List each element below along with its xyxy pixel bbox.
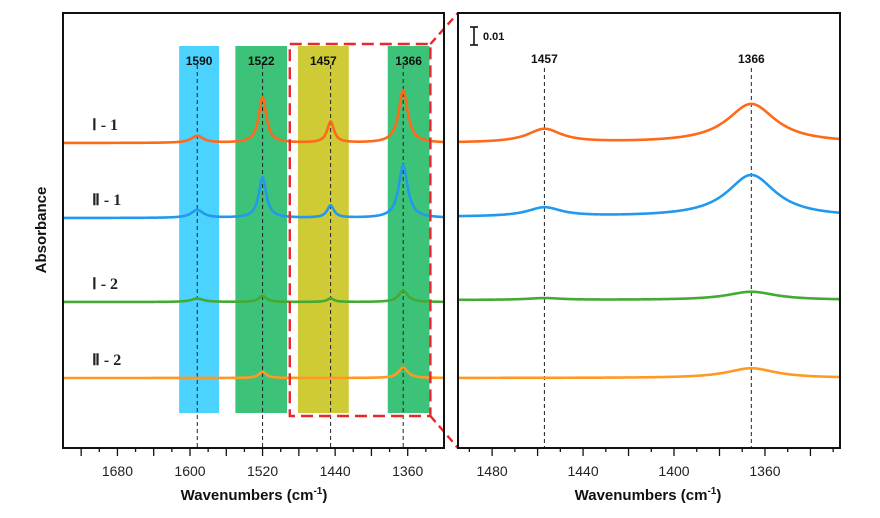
left-peak-label-1457: 1457 [310,54,337,68]
left-peak-label-1366: 1366 [395,54,422,68]
right-series-line [457,366,841,380]
right-series-line [457,290,841,302]
right-x-ticks: 1480 1440 1400 1360 [468,448,834,479]
left-peak-label-1522: 1522 [248,54,275,68]
right-plot-frame [457,12,841,449]
left-tick-label: 1360 [392,463,423,479]
left-guide-lines [196,65,404,448]
right-x-axis-title: Wavenumbers (cm-1) [575,486,722,504]
right-tick-label: 1360 [749,463,780,479]
left-series-line [62,163,445,220]
right-peak-label-1366: 1366 [738,52,765,66]
left-spectra [62,88,445,380]
sample-label: Ⅱ - 1 [92,192,121,209]
right-spectra [457,102,841,380]
right-series-line [457,102,841,144]
text-labels: 1590 1522 1457 1366 1457 1366 Ⅰ - 1 Ⅱ - 1 Ⅰ - 2 Ⅱ… [92,26,765,369]
right-tick-label: 1400 [658,463,689,479]
sample-label: Ⅰ - 2 [92,276,118,293]
left-tick-label: 1600 [174,463,205,479]
right-series-line [457,173,841,218]
band-1590 [179,46,220,413]
left-peak-label-1590: 1590 [186,54,213,68]
scale-bar-label: 0.01 [483,31,504,43]
left-x-axis-title: Wavenumbers (cm-1) [181,486,328,504]
left-tick-label: 1440 [320,463,351,479]
band-1366 [387,46,430,413]
y-axis-title: Absorbance [33,187,50,274]
left-series-line [62,289,445,304]
left-tick-label: 1680 [102,463,133,479]
right-peak-label-1457: 1457 [531,52,558,66]
left-plot-frame [62,12,445,449]
left-series-line [62,88,445,145]
left-tick-label: 1520 [247,463,278,479]
sample-label: Ⅱ - 2 [92,352,121,369]
band-1457 [297,46,349,413]
left-highlight-bands [179,46,430,413]
right-tick-label: 1440 [567,463,598,479]
zoom-connector-bottom [429,415,459,449]
left-series-line [62,366,445,380]
zoom-box [288,42,432,418]
right-tick-label: 1480 [477,463,508,479]
left-x-ticks: 1680 1600 1520 1440 1360 [80,448,427,479]
sample-label: Ⅰ - 1 [92,117,118,134]
right-guide-lines [543,68,752,448]
